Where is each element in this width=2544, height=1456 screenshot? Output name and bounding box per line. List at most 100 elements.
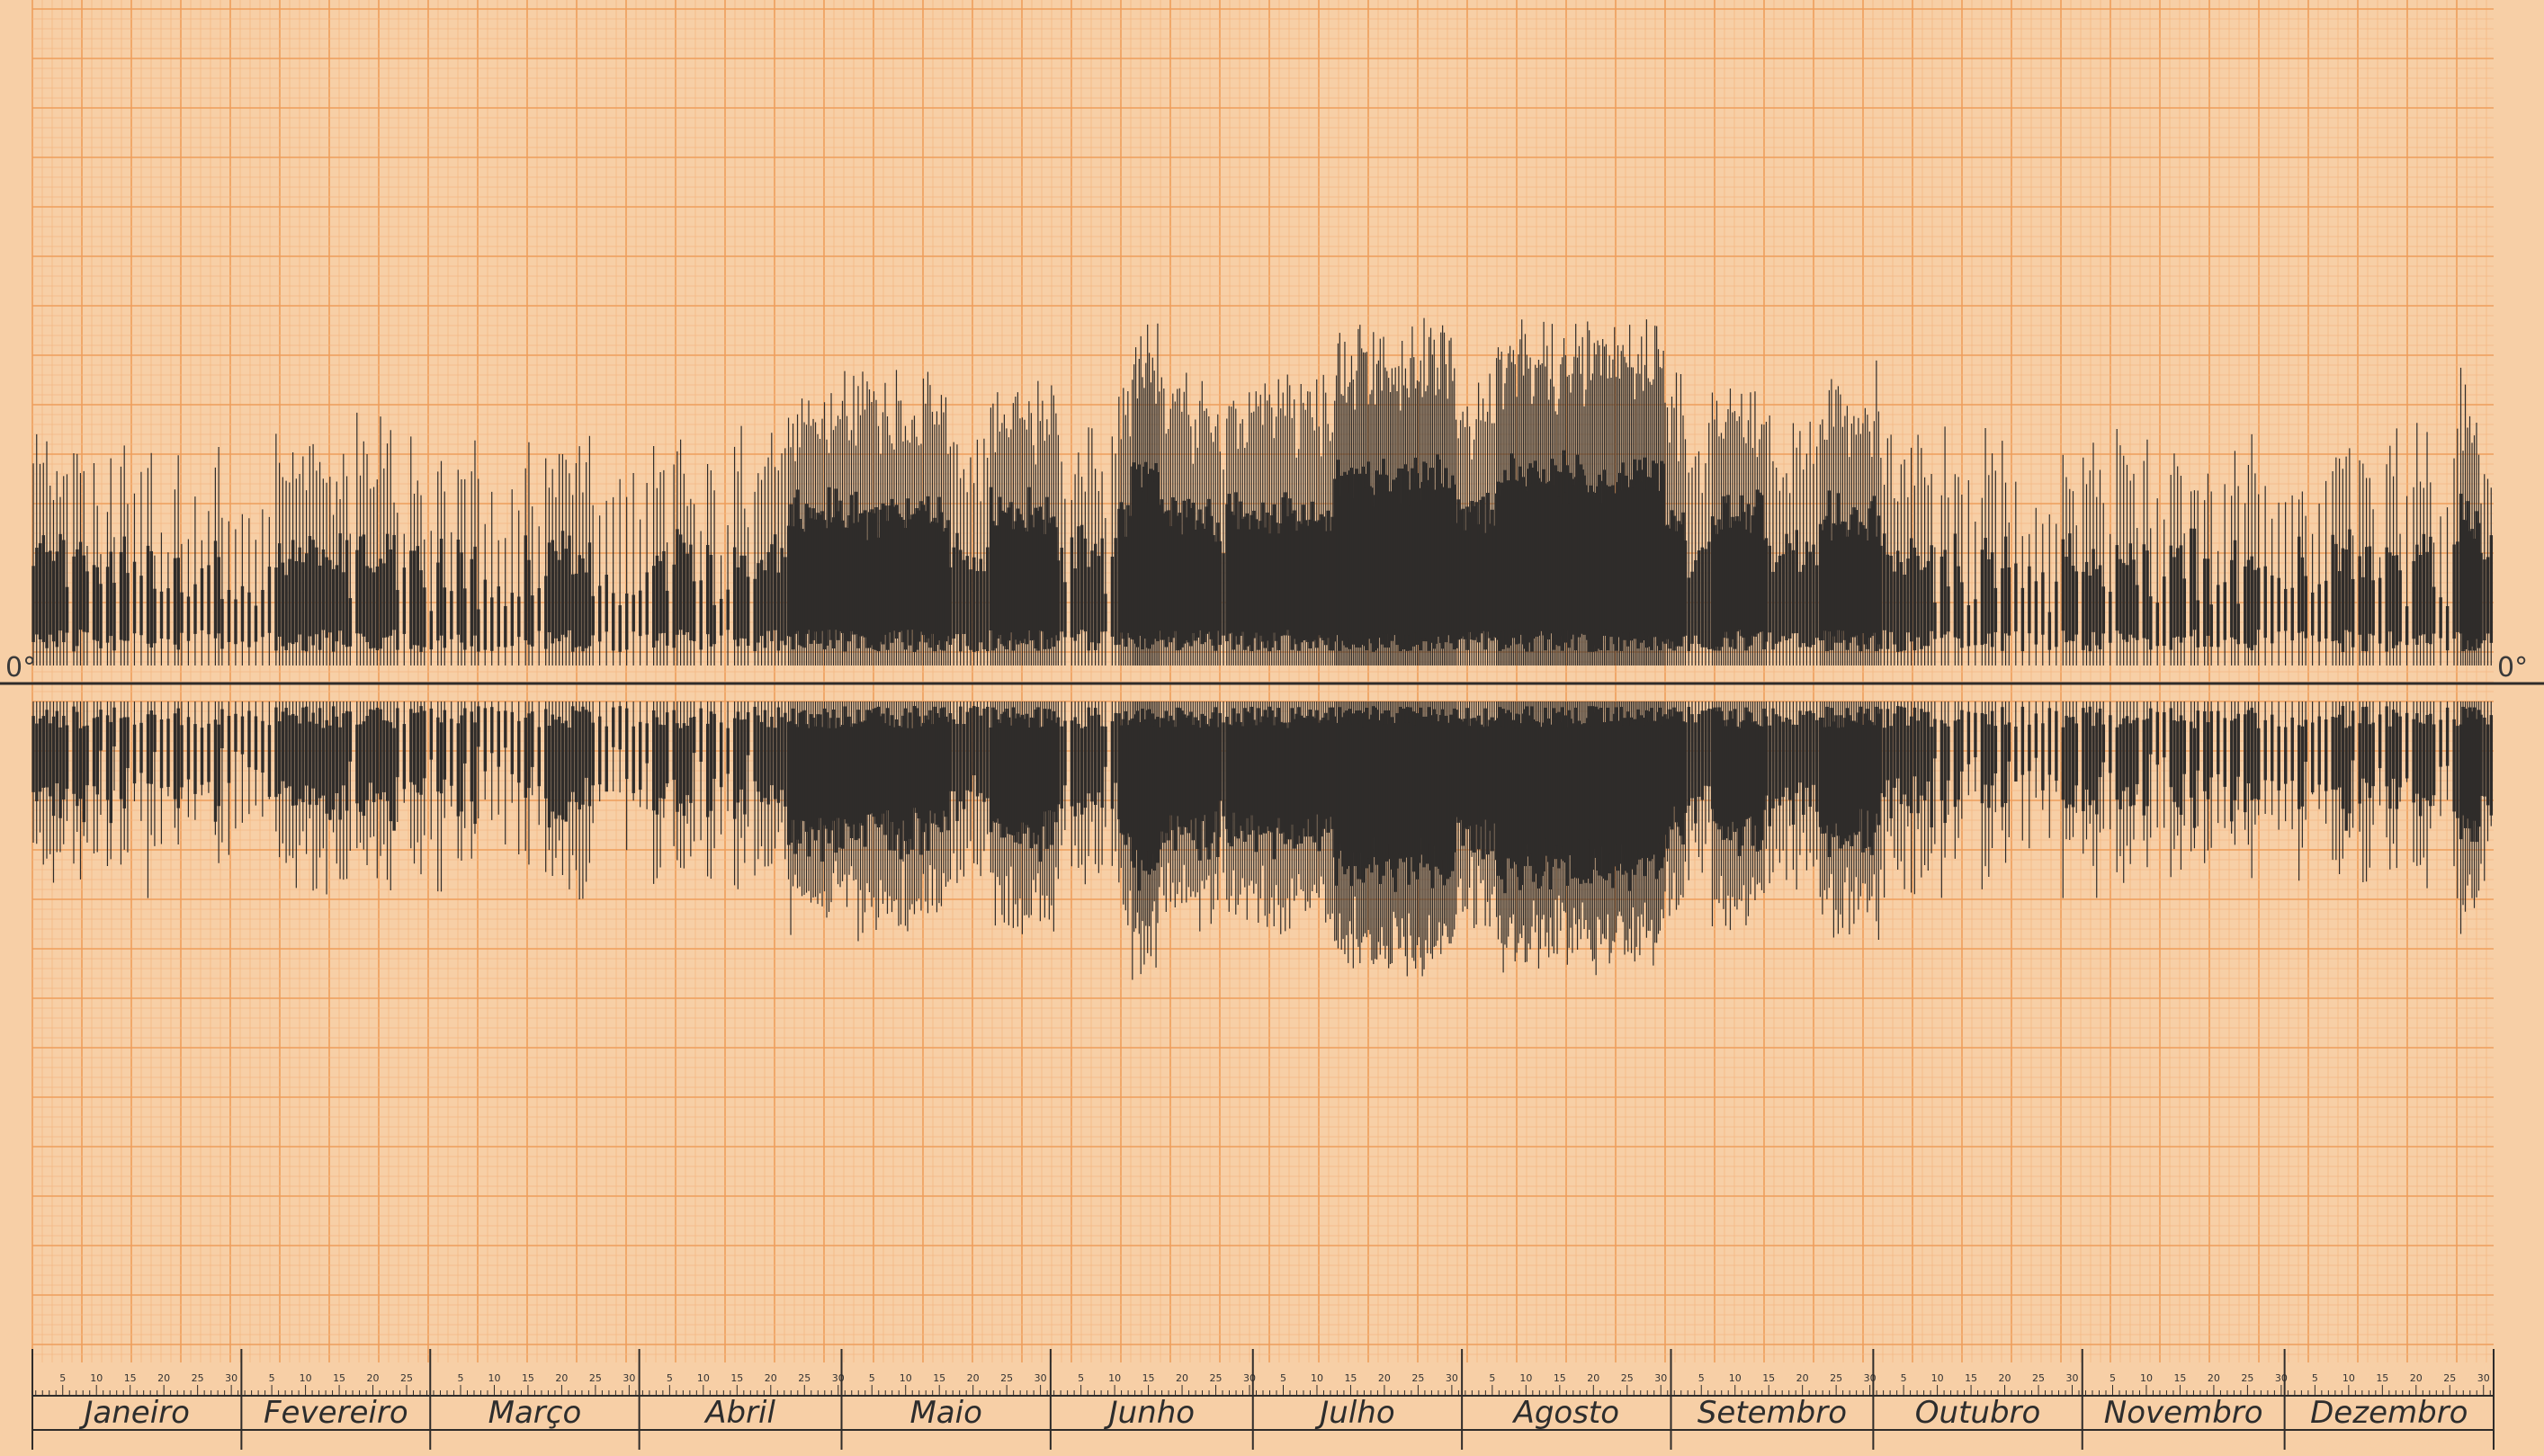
activity-bar-upper: [1355, 469, 1358, 648]
activity-bar-lower: [2034, 713, 2038, 758]
activity-bar-upper: [1225, 504, 1229, 641]
activity-bar-lower: [1261, 716, 1265, 834]
activity-bar-upper: [766, 551, 770, 631]
activity-bar-upper: [1850, 514, 1854, 638]
activity-bar-lower: [856, 710, 860, 839]
activity-bar-upper: [1548, 480, 1553, 631]
activity-bar-upper: [35, 548, 39, 635]
activity-bar-upper: [1742, 512, 1746, 639]
activity-bar-upper: [1180, 534, 1184, 648]
activity-bar-lower: [1176, 707, 1179, 817]
activity-bar-lower: [1428, 707, 1431, 844]
activity-bar-lower: [2176, 721, 2180, 808]
activity-bar-upper: [899, 517, 903, 631]
activity-bar-lower: [1744, 707, 1748, 819]
activity-bar-lower: [99, 710, 103, 751]
activity-bar-upper: [1852, 507, 1856, 638]
activity-bar-upper: [2244, 566, 2247, 644]
activity-bar-lower: [173, 713, 177, 799]
activity-bar-lower: [1575, 726, 1580, 879]
activity-bar-lower: [1128, 719, 1133, 837]
activity-bar-upper: [72, 556, 76, 652]
activity-bar-lower: [1567, 710, 1571, 855]
activity-bar-lower: [1205, 724, 1209, 848]
day-tick-label: 15: [933, 1372, 945, 1384]
activity-bar-upper: [1579, 464, 1583, 633]
activity-bar-lower: [1043, 709, 1047, 812]
activity-bar-lower: [1162, 718, 1166, 844]
activity-bar-upper: [888, 505, 891, 633]
day-tick-label: 20: [1587, 1372, 1599, 1384]
activity-bar-lower: [1633, 719, 1637, 875]
activity-bar-lower: [1758, 726, 1761, 851]
activity-bar-lower: [1495, 719, 1499, 861]
activity-bar-upper: [2412, 560, 2415, 639]
day-tick-label: 20: [967, 1372, 980, 1384]
activity-bar-lower: [1390, 717, 1394, 870]
activity-bar-upper: [1863, 528, 1868, 645]
activity-bar-upper: [1018, 514, 1022, 641]
activity-bar-upper: [998, 496, 1002, 635]
activity-bar-upper: [1834, 524, 1838, 643]
activity-bar-lower: [402, 724, 407, 790]
activity-bar-lower: [1198, 728, 1202, 861]
activity-bar-lower: [568, 728, 571, 802]
activity-bar-upper: [840, 520, 845, 633]
activity-bar-lower: [547, 725, 551, 828]
activity-bar-upper: [2337, 571, 2342, 644]
activity-bar-upper: [1482, 496, 1485, 631]
activity-bar-lower: [2101, 724, 2106, 763]
activity-bar-lower: [294, 715, 299, 806]
activity-bar-lower: [82, 726, 86, 823]
activity-bar-upper: [1417, 487, 1421, 641]
activity-bar-upper: [1461, 508, 1465, 637]
activity-bar-lower: [712, 713, 716, 779]
activity-bar-lower: [757, 715, 760, 792]
activity-bar-lower: [1724, 726, 1728, 839]
activity-bar-lower: [1788, 719, 1792, 800]
activity-bar-lower: [1444, 715, 1448, 854]
activity-bar-lower: [1290, 708, 1294, 825]
activity-bar-upper: [1329, 531, 1332, 651]
activity-bar-lower: [1465, 708, 1469, 830]
activity-bar-upper: [1501, 489, 1505, 649]
activity-bar-lower: [62, 715, 66, 800]
activity-bar-upper: [736, 567, 740, 647]
activity-bar-upper: [795, 489, 800, 631]
day-tick-label: 30: [1035, 1372, 1047, 1384]
activity-bar-lower: [1957, 719, 1960, 800]
activity-bar-upper: [1916, 556, 1920, 638]
activity-bar-upper: [1376, 488, 1381, 636]
activity-bar-lower: [176, 708, 180, 808]
activity-bar-upper: [1312, 521, 1317, 640]
activity-bar-upper: [699, 580, 703, 650]
activity-bar-lower: [1694, 722, 1697, 824]
activity-bar-lower: [119, 718, 123, 799]
activity-bar-upper: [1626, 489, 1630, 647]
activity-bar-upper: [247, 592, 251, 648]
activity-bar-lower: [666, 712, 669, 784]
activity-bar-upper: [321, 549, 326, 630]
activity-bar-lower: [1674, 711, 1679, 823]
activity-bar-lower: [1401, 710, 1404, 854]
activity-bar-upper: [1509, 486, 1512, 646]
activity-bar-lower: [1414, 725, 1418, 871]
activity-bar-lower: [587, 711, 592, 807]
activity-bar-lower: [863, 720, 867, 847]
activity-bar-upper: [666, 590, 669, 646]
activity-bar-lower: [2364, 706, 2369, 783]
activity-bar-lower: [1616, 720, 1620, 871]
activity-bar-upper: [1360, 473, 1364, 645]
activity-bar-upper: [1357, 480, 1360, 635]
activity-bar-upper: [261, 590, 264, 638]
activity-bar-upper: [1953, 533, 1957, 638]
activity-bar-upper: [1196, 520, 1200, 638]
day-tick-label: 5: [667, 1372, 673, 1384]
activity-bar-lower: [490, 707, 494, 754]
activity-bar-upper: [802, 531, 806, 648]
activity-bar-upper: [463, 588, 467, 650]
activity-bar-upper: [1498, 495, 1502, 651]
activity-bar-lower: [1561, 707, 1564, 847]
activity-bar-lower: [328, 725, 332, 820]
activity-bar-lower: [1604, 728, 1608, 880]
